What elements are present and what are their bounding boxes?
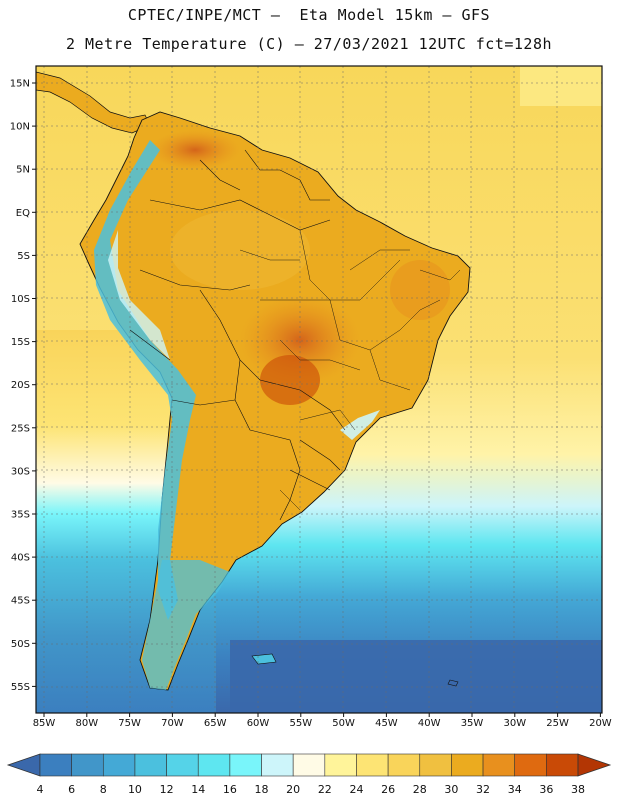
lon-label: 80W [75, 718, 98, 729]
colorbar-arrow-low [8, 754, 40, 776]
lat-label: EQ [16, 208, 30, 219]
lat-label: 10N [10, 122, 30, 133]
colorbar-swatch [546, 754, 578, 776]
colorbar-swatch [135, 754, 167, 776]
lon-label: 70W [161, 718, 184, 729]
lat-label: 30S [11, 466, 30, 477]
colorbar-label: 34 [508, 783, 522, 796]
hot-zone-venezuela [150, 130, 240, 170]
colorbar-label: 26 [381, 783, 395, 796]
longitude-axis: 85W 80W 75W 70W 65W 60W 55W 50W 45W 40W 35W 30W 25W 2… [33, 713, 612, 729]
colorbar-label: 30 [444, 783, 458, 796]
latitude-axis: 15N 10N 5N EQ 5S 10S 15S 20S 25S 30S 35S 40S 45S 50S 5… [10, 79, 36, 693]
colorbar-swatch [262, 754, 294, 776]
lat-label: 35S [11, 510, 30, 521]
lat-label: 40S [11, 553, 30, 564]
lat-label: 10S [11, 294, 30, 305]
colorbar-label: 14 [191, 783, 205, 796]
colorbar-swatch [515, 754, 547, 776]
lat-label: 20S [11, 380, 30, 391]
lat-label: 15N [10, 79, 30, 90]
lat-label: 5S [17, 251, 30, 262]
temperature-map: 15N 10N 5N EQ 5S 10S 15S 20S 25S 30S 35S 40S 45S 50S 5… [0, 0, 618, 800]
colorbar-swatch [356, 754, 388, 776]
lon-label: 55W [289, 718, 312, 729]
colorbar-label: 4 [37, 783, 44, 796]
colorbar-swatch [325, 754, 357, 776]
southern-ocean-field [230, 640, 602, 713]
colorbar-swatch [420, 754, 452, 776]
colorbar-swatch [167, 754, 199, 776]
colorbar-swatch [388, 754, 420, 776]
colorbar-swatch [103, 754, 135, 776]
colorbar-label: 22 [318, 783, 332, 796]
colorbar-arrow-high [578, 754, 610, 776]
colorbar-label: 6 [68, 783, 75, 796]
colorbar-label: 10 [128, 783, 142, 796]
colorbar-label: 8 [100, 783, 107, 796]
colorbar-swatch [293, 754, 325, 776]
lon-label: 75W [118, 718, 141, 729]
lon-label: 30W [503, 718, 526, 729]
lat-label: 15S [11, 337, 30, 348]
colorbar-label: 20 [286, 783, 300, 796]
colorbar-label: 28 [413, 783, 427, 796]
colorbar-label: 24 [349, 783, 363, 796]
north-atlantic-warm-patch [520, 66, 602, 106]
colorbar-label: 16 [223, 783, 237, 796]
lon-label: 85W [33, 718, 56, 729]
lon-label: 40W [418, 718, 441, 729]
colorbar-label: 36 [539, 783, 553, 796]
lat-label: 25S [11, 423, 30, 434]
lon-label: 45W [375, 718, 398, 729]
hot-zone-northeast [390, 260, 450, 320]
lon-label: 25W [546, 718, 569, 729]
map-area [36, 66, 602, 713]
lat-label: 45S [11, 596, 30, 607]
colorbar-swatch [483, 754, 515, 776]
colorbar-label: 18 [255, 783, 269, 796]
lon-label: 65W [204, 718, 227, 729]
colorbar-label: 32 [476, 783, 490, 796]
lon-label: 50W [332, 718, 355, 729]
lat-label: 50S [11, 639, 30, 650]
colorbar: 4 6 8 10 12 14 16 18 20 22 24 26 28 30 32 34 36 38 [8, 754, 610, 796]
colorbar-swatch [40, 754, 72, 776]
lon-label: 35W [461, 718, 484, 729]
colorbar-label: 38 [571, 783, 585, 796]
colorbar-swatch [72, 754, 104, 776]
colorbar-swatch [198, 754, 230, 776]
lat-label: 5N [16, 165, 30, 176]
colorbar-swatch [230, 754, 262, 776]
lat-label: 55S [11, 682, 30, 693]
lon-label: 60W [247, 718, 270, 729]
lon-label: 20W [589, 718, 612, 729]
colorbar-label: 12 [160, 783, 174, 796]
colorbar-swatch [451, 754, 483, 776]
